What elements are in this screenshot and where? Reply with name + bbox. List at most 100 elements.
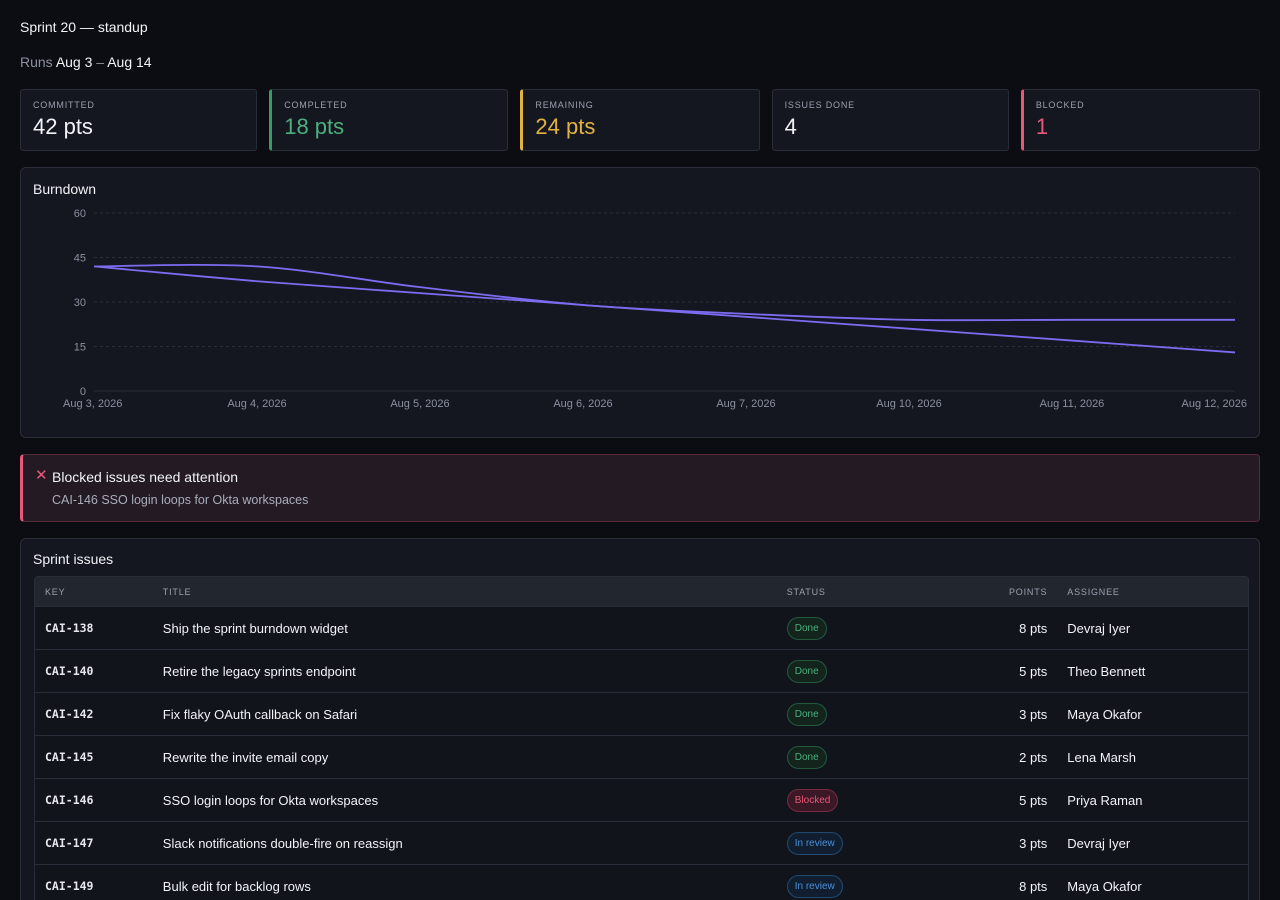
page-title: Sprint 20 — standup <box>20 19 148 35</box>
runs-end: Aug 14 <box>107 54 152 70</box>
issue-assignee: Maya Okafor <box>1067 878 1142 894</box>
issue-key[interactable]: CAI-142 <box>45 707 94 721</box>
issue-key[interactable]: CAI-145 <box>45 750 94 764</box>
issue-title[interactable]: Retire the legacy sprints endpoint <box>162 663 356 679</box>
stat-value: 1 <box>1035 114 1049 139</box>
issue-assignee: Lena Marsh <box>1067 749 1136 765</box>
status-badge: Done <box>786 659 827 683</box>
issue-status-cell: Done <box>786 616 947 640</box>
stat-blocked: BLOCKED 1 <box>1020 89 1261 151</box>
column-header-assignee[interactable]: ASSIGNEE <box>1067 586 1120 597</box>
runs-label: Runs <box>20 54 53 70</box>
alert-title: Blocked issues need attention <box>52 469 239 485</box>
burndown-title: Burndown <box>33 181 97 197</box>
stat-label: COMMITTED <box>33 100 95 110</box>
issue-assignee: Theo Bennett <box>1067 663 1146 679</box>
status-badge: In review <box>786 831 843 855</box>
stat-label: BLOCKED <box>1035 100 1085 110</box>
column-header-key[interactable]: KEY <box>45 586 66 597</box>
alert-body: CAI-146 SSO login loops for Okta workspa… <box>52 493 309 507</box>
issue-status-cell: In review <box>786 874 947 898</box>
runs-separator: – <box>96 54 105 70</box>
issue-title[interactable]: SSO login loops for Okta workspaces <box>162 792 379 808</box>
table-row[interactable]: CAI-145 Rewrite the invite email copy Do… <box>35 735 1248 778</box>
sprint-date-range: Runs Aug 3 – Aug 14 <box>20 54 152 70</box>
stat-value: 42 pts <box>33 114 93 139</box>
table-row[interactable]: CAI-140 Retire the legacy sprints endpoi… <box>35 649 1248 692</box>
x-tick-label: Aug 10, 2026 <box>876 398 941 410</box>
issue-points: 2 pts <box>1019 749 1048 765</box>
y-tick-label: 60 <box>74 208 86 220</box>
y-tick-label: 30 <box>74 297 86 309</box>
issue-status-cell: Blocked <box>786 788 947 812</box>
issue-assignee: Devraj Iyer <box>1067 835 1131 851</box>
issue-points: 8 pts <box>1019 878 1048 894</box>
issue-title[interactable]: Slack notifications double-fire on reass… <box>162 835 403 851</box>
column-header-points[interactable]: POINTS <box>1008 586 1048 597</box>
issue-key[interactable]: CAI-138 <box>45 621 94 635</box>
sprint-issues-card: Sprint issues KEY TITLE STATUS POINTS AS… <box>20 538 1260 900</box>
issue-status-cell: Done <box>786 659 947 683</box>
issue-points: 8 pts <box>1019 620 1048 636</box>
status-badge: In review <box>786 874 843 898</box>
stat-remaining: REMAINING 24 pts <box>520 89 760 151</box>
burndown-card: 0 15 30 45 60 Aug 3, 2026 Aug 4, 2026 Aug 5, 20… <box>20 167 1260 438</box>
column-header-status[interactable]: STATUS <box>786 586 826 597</box>
x-tick-label: Aug 4, 2026 <box>227 398 286 410</box>
x-tick-label: Aug 6, 2026 <box>553 398 612 410</box>
stat-label: REMAINING <box>535 100 594 110</box>
series-line-ideal <box>93 265 1236 354</box>
issue-status-cell: Done <box>786 702 947 726</box>
stat-label: ISSUES DONE <box>784 100 855 110</box>
issue-points: 3 pts <box>1019 835 1048 851</box>
issue-points: 3 pts <box>1019 706 1048 722</box>
stat-completed: COMPLETED 18 pts <box>269 89 509 151</box>
y-tick-label: 0 <box>80 386 86 398</box>
issue-title[interactable]: Rewrite the invite email copy <box>162 749 329 765</box>
issue-title[interactable]: Fix flaky OAuth callback on Safari <box>162 706 358 722</box>
issue-key[interactable]: CAI-146 <box>45 793 94 807</box>
column-header-title[interactable]: TITLE <box>162 586 192 597</box>
issue-points: 5 pts <box>1019 792 1048 808</box>
issue-assignee: Maya Okafor <box>1067 706 1142 722</box>
table-row[interactable]: CAI-142 Fix flaky OAuth callback on Safa… <box>35 692 1248 735</box>
table-header: KEY TITLE STATUS POINTS ASSIGNEE <box>35 577 1248 606</box>
close-icon: ✕ <box>35 467 48 484</box>
runs-start: Aug 3 <box>55 54 93 70</box>
status-badge: Blocked <box>786 788 839 812</box>
x-tick-label: Aug 7, 2026 <box>716 398 775 410</box>
blocked-alert: ✕ Blocked issues need attention CAI-146 … <box>20 454 1260 522</box>
x-tick-label: Aug 12, 2026 <box>1182 398 1247 410</box>
x-tick-label: Aug 11, 2026 <box>1040 398 1105 410</box>
status-badge: Done <box>786 616 827 640</box>
issue-status-cell: In review <box>786 831 947 855</box>
table-row[interactable]: CAI-147 Slack notifications double-fire … <box>35 821 1248 864</box>
table-row[interactable]: CAI-149 Bulk edit for backlog rows In re… <box>35 864 1248 900</box>
stat-value: 24 pts <box>535 114 596 139</box>
burndown-chart: 0 15 30 45 60 Aug 3, 2026 Aug 4, 2026 Aug 5, 20… <box>63 208 1247 410</box>
table-row[interactable]: CAI-138 Ship the sprint burndown widget … <box>35 606 1248 649</box>
issue-key[interactable]: CAI-147 <box>45 836 94 850</box>
x-tick-label: Aug 3, 2026 <box>63 398 122 410</box>
status-badge: Done <box>786 702 827 726</box>
stat-issues-done: ISSUES DONE 4 <box>771 89 1009 151</box>
issue-title[interactable]: Ship the sprint burndown widget <box>162 620 348 636</box>
stat-committed: COMMITTED 42 pts <box>20 89 258 151</box>
stat-value: 4 <box>784 114 797 139</box>
stat-label: COMPLETED <box>284 100 348 110</box>
x-tick-label: Aug 5, 2026 <box>390 398 449 410</box>
table-row[interactable]: CAI-146 SSO login loops for Okta workspa… <box>35 778 1248 821</box>
issue-key[interactable]: CAI-149 <box>45 879 94 893</box>
stat-value: 18 pts <box>284 114 345 139</box>
issue-key[interactable]: CAI-140 <box>45 664 94 678</box>
series-line-actual <box>93 263 1235 322</box>
issue-assignee: Devraj Iyer <box>1067 620 1131 636</box>
sprint-issues-title: Sprint issues <box>33 551 114 567</box>
stat-cards: COMMITTED 42 pts COMPLETED 18 pts REMAIN… <box>20 89 1261 151</box>
issue-status-cell: Done <box>786 745 947 769</box>
issue-assignee: Priya Raman <box>1067 792 1143 808</box>
issue-title[interactable]: Bulk edit for backlog rows <box>162 878 311 894</box>
status-badge: Done <box>786 745 827 769</box>
issue-points: 5 pts <box>1019 663 1048 679</box>
